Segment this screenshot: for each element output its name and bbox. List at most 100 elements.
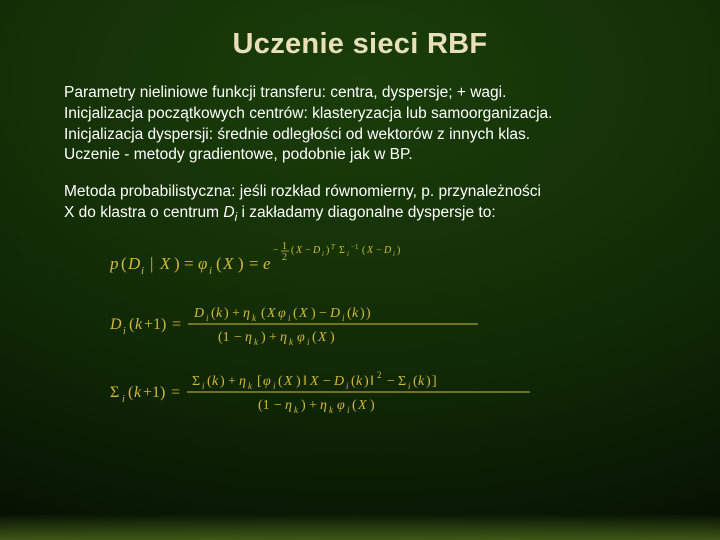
equation-3: Σ i ( k +1) = Σ i ( k ) + η k [ φ xyxy=(110,365,590,421)
svg-text:): ) xyxy=(366,306,371,321)
svg-text:]: ] xyxy=(432,374,437,389)
svg-text:p: p xyxy=(110,254,119,273)
svg-text:(: ( xyxy=(121,254,127,273)
svg-text:): ) xyxy=(174,254,180,273)
svg-text:i: i xyxy=(342,313,345,323)
svg-text:): ) xyxy=(238,254,244,273)
svg-text:k: k xyxy=(329,405,334,415)
paragraph-1: Parametry nieliniowe funkcji transferu: … xyxy=(64,83,656,166)
svg-text:): ) xyxy=(370,398,375,413)
p2-line2-post: i zakładamy diagonalne dyspersje to: xyxy=(237,204,495,221)
svg-text:D: D xyxy=(383,245,392,256)
svg-text:Σ: Σ xyxy=(192,374,200,389)
svg-text:k: k xyxy=(418,374,425,389)
svg-text:i: i xyxy=(347,405,350,415)
svg-text:(: ( xyxy=(128,384,133,401)
svg-text:+: + xyxy=(228,374,236,389)
svg-text:): ) xyxy=(220,374,225,389)
svg-text:φ: φ xyxy=(278,306,286,321)
svg-text:i: i xyxy=(307,337,310,347)
svg-text:−: − xyxy=(323,374,331,389)
svg-text:−: − xyxy=(234,330,242,345)
svg-text:(: ( xyxy=(312,330,317,345)
svg-text:(: ( xyxy=(216,254,222,273)
svg-text:η: η xyxy=(243,306,250,321)
svg-text:): ) xyxy=(296,374,301,389)
svg-text:X: X xyxy=(222,254,234,273)
svg-text:i: i xyxy=(346,381,349,391)
svg-text:k: k xyxy=(294,405,299,415)
svg-text:): ) xyxy=(301,398,306,413)
svg-text:): ) xyxy=(326,245,329,256)
svg-text:(1: (1 xyxy=(218,330,230,345)
svg-text:=: = xyxy=(184,254,194,273)
svg-text:Σ: Σ xyxy=(398,374,406,389)
footer-gradient xyxy=(0,514,720,540)
p2-line2-pre: X do klastra o centrum xyxy=(64,204,223,221)
svg-text:+: + xyxy=(309,398,317,413)
svg-text:(: ( xyxy=(291,245,295,256)
svg-text:+: + xyxy=(269,330,277,345)
svg-text:T: T xyxy=(331,243,336,251)
svg-text:η: η xyxy=(245,330,252,345)
p2-line1: Metoda probabilistyczna: jeśli rozkład r… xyxy=(64,183,541,200)
svg-text:φ: φ xyxy=(337,398,345,413)
svg-text:i: i xyxy=(202,381,205,391)
svg-text:): ) xyxy=(261,330,266,345)
svg-text:(: ( xyxy=(352,398,357,413)
svg-text:k: k xyxy=(212,374,219,389)
svg-text:+1): +1) xyxy=(143,384,165,401)
svg-text:(: ( xyxy=(278,374,283,389)
svg-text:=: = xyxy=(171,384,180,401)
svg-text:D: D xyxy=(127,254,141,273)
p1-line2: Inicjalizacja początkowych centrów: klas… xyxy=(64,105,552,122)
svg-text:Σ: Σ xyxy=(339,245,345,256)
svg-text:X: X xyxy=(309,374,319,389)
svg-text:i: i xyxy=(288,313,291,323)
equation-2: D i ( k +1) = D i ( k ) + η k ( xyxy=(110,297,590,351)
svg-text:−: − xyxy=(274,398,282,413)
svg-text:D: D xyxy=(333,374,344,389)
svg-text:): ) xyxy=(397,245,400,256)
svg-text:(1: (1 xyxy=(258,398,270,413)
svg-text:i: i xyxy=(206,313,209,323)
svg-text:−: − xyxy=(376,245,382,256)
svg-text:(: ( xyxy=(261,306,266,321)
svg-text:): ) xyxy=(224,306,229,321)
svg-text:): ) xyxy=(311,306,316,321)
svg-text:η: η xyxy=(280,330,287,345)
svg-text:X: X xyxy=(357,398,367,413)
svg-text:φ: φ xyxy=(297,330,305,345)
svg-text:i: i xyxy=(141,265,144,277)
svg-text:η: η xyxy=(320,398,327,413)
svg-text:[: [ xyxy=(257,374,262,389)
svg-text:D: D xyxy=(312,245,321,256)
svg-text:X: X xyxy=(159,254,171,273)
svg-text:η: η xyxy=(285,398,292,413)
svg-text:k: k xyxy=(352,306,359,321)
svg-text:−1: −1 xyxy=(351,243,359,251)
svg-text:−: − xyxy=(273,245,279,256)
svg-text:D: D xyxy=(193,306,204,321)
p1-line1: Parametry nieliniowe funkcji transferu: … xyxy=(64,84,506,101)
svg-text:−: − xyxy=(387,374,395,389)
svg-text:k: k xyxy=(216,306,223,321)
svg-text:i: i xyxy=(393,250,395,258)
svg-text:i: i xyxy=(273,381,276,391)
slide: Uczenie sieci RBF Parametry nieliniowe f… xyxy=(0,0,720,540)
svg-text:X: X xyxy=(295,245,303,256)
svg-text:|: | xyxy=(150,254,153,273)
svg-text:k: k xyxy=(248,381,253,391)
svg-text:φ: φ xyxy=(263,374,271,389)
svg-text:D: D xyxy=(110,316,122,333)
svg-text:‖: ‖ xyxy=(303,374,307,389)
svg-text:X: X xyxy=(317,330,327,345)
svg-text:i: i xyxy=(322,250,324,258)
svg-text:X: X xyxy=(366,245,374,256)
slide-title: Uczenie sieci RBF xyxy=(64,28,656,61)
svg-text:2: 2 xyxy=(377,370,382,380)
svg-text:k: k xyxy=(356,374,363,389)
svg-text:X: X xyxy=(298,306,308,321)
svg-text:k: k xyxy=(252,313,257,323)
svg-text:i: i xyxy=(408,381,411,391)
